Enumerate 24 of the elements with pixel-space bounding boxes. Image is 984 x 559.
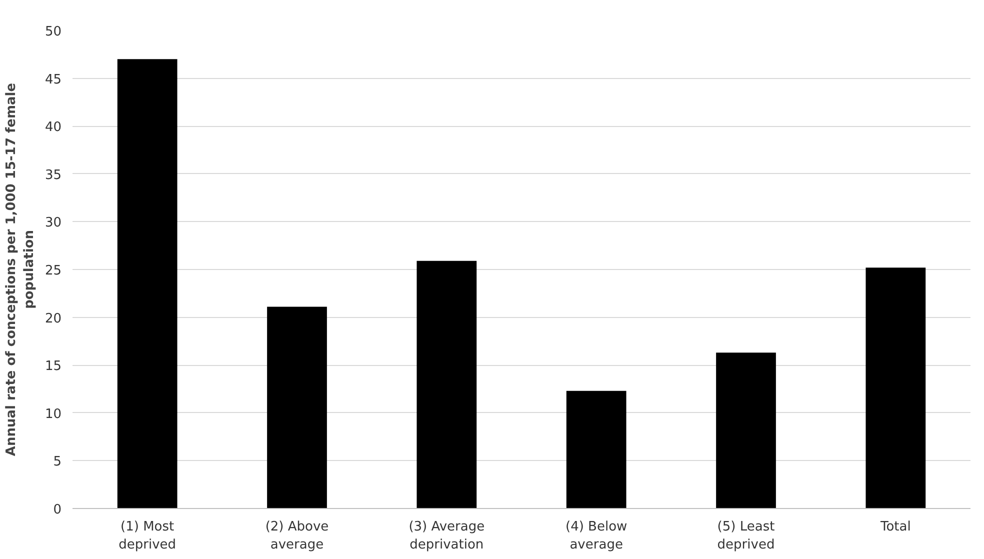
x-tick-label: (4) Below average [566,520,628,552]
y-tick-label: 50 [44,24,62,40]
x-tick-label: (2) Above average [265,520,329,552]
y-axis-title: Annual rate of conceptions per 1,000 15-17 female population [4,82,37,456]
y-tick-label: 35 [44,168,62,183]
bar [866,268,926,508]
bar [716,352,776,508]
x-tick-label: Total [879,520,911,534]
y-tick-label: 30 [44,216,62,231]
bar [416,260,477,508]
y-tick-label: 10 [44,406,62,422]
y-tick-label: 40 [44,120,62,136]
x-tick-label: (3) Average deprivation [408,520,485,552]
x-tick-label: (1) Most deprived [118,520,176,552]
y-tick-label: 0 [53,502,62,518]
x-tick-label: (5) Least deprived [717,520,775,552]
y-tick-label: 25 [44,264,62,278]
y-tick-label: 45 [44,72,62,88]
y-tick-label: 20 [44,311,62,326]
bar [566,390,626,508]
bar [267,306,327,508]
y-tick-label: 15 [44,359,62,374]
bar [117,59,178,508]
y-tick-label: 5 [53,454,62,470]
